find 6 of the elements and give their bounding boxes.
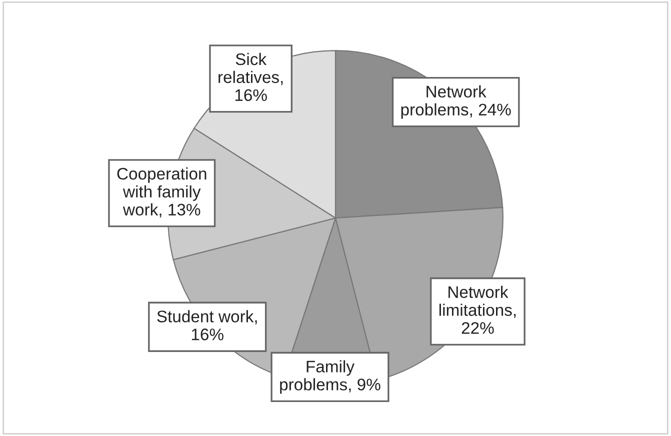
slice-label: Cooperation with family work, 13%: [117, 167, 206, 218]
slice-label: Sick relatives, 16%: [218, 52, 283, 102]
slice-label: Student work, 16%: [157, 310, 257, 340]
slice-label: Network limitations, 22%: [439, 286, 516, 334]
slice-label: Network problems, 24%: [401, 85, 511, 119]
slice-label: Family problems, 9%: [280, 360, 380, 394]
